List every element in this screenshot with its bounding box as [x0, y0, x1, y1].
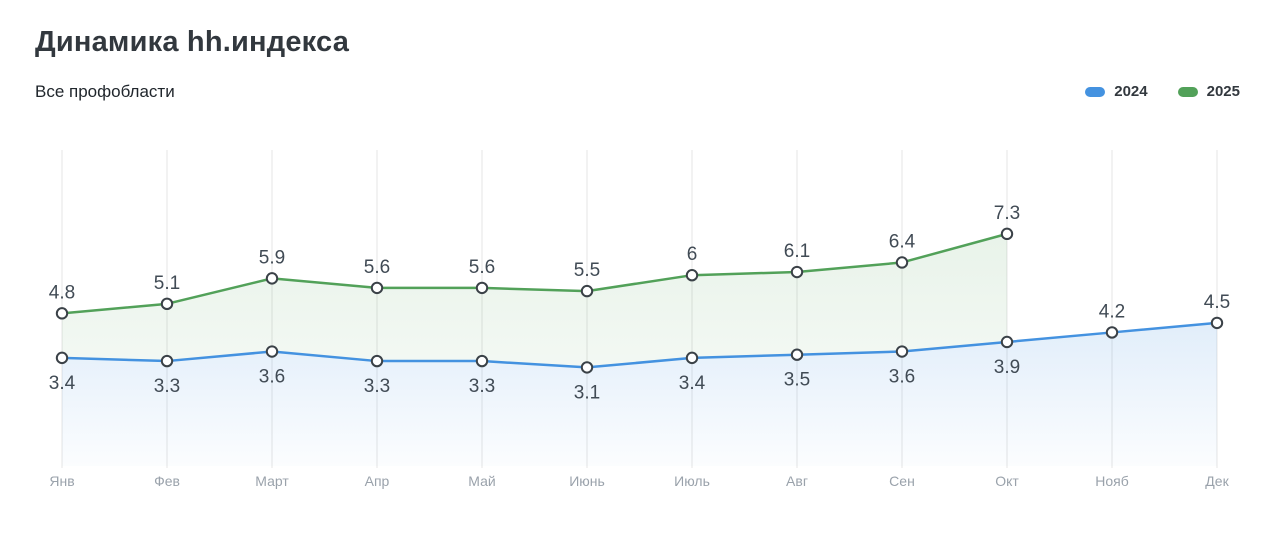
- data-point-2025-Июль[interactable]: [685, 269, 699, 282]
- data-label-2025-Май: 5.6: [469, 257, 495, 278]
- x-axis-label-Март: Март: [255, 473, 289, 489]
- data-point-2024-Июнь[interactable]: [580, 361, 594, 374]
- data-point-2025-Июнь[interactable]: [580, 284, 594, 298]
- data-label-2025-Март: 5.9: [259, 247, 285, 268]
- area-fill-2024: [62, 322, 1217, 466]
- legend-item-2025[interactable]: 2025: [1177, 83, 1240, 100]
- data-label-2024-Июнь: 3.1: [574, 382, 600, 403]
- data-point-2025-Апр[interactable]: [370, 281, 384, 295]
- data-point-markers: [55, 227, 1224, 374]
- x-axis-label-Июнь: Июнь: [569, 473, 605, 489]
- legend-swatch-2025-icon: [1177, 86, 1198, 97]
- data-labels: 3.4 3.3 3.6 3.3 3.3 3.1 3.4 3.5 3.6 3.9 4.2 4.5 4.8 5…: [49, 203, 1230, 404]
- series-line-2025: [61, 232, 1008, 315]
- data-label-2025-Окт: 7.3: [994, 203, 1020, 224]
- legend-label-2025: 2025: [1206, 83, 1240, 100]
- data-label-2024-Март: 3.6: [259, 367, 285, 388]
- x-axis-label-Дек: Дек: [1205, 473, 1229, 489]
- series-lines: [61, 232, 1218, 369]
- data-label-2024-Июль: 3.4: [679, 373, 706, 394]
- x-axis-label-Нояб: Нояб: [1095, 473, 1129, 489]
- data-point-2025-Март[interactable]: [265, 272, 279, 285]
- chart-legend: 2024 2025: [1085, 83, 1240, 100]
- x-axis-label-Фев: Фев: [154, 473, 180, 489]
- data-point-2024-Авг[interactable]: [790, 348, 804, 361]
- legend-swatch-2024-icon: [1085, 86, 1106, 97]
- data-label-2025-Янв: 4.8: [49, 282, 75, 303]
- area-fills: [62, 233, 1217, 466]
- data-label-2024-Нояб: 4.2: [1099, 301, 1125, 322]
- data-label-2024-Авг: 3.5: [784, 370, 810, 391]
- data-label-2024-Май: 3.3: [469, 376, 495, 397]
- data-point-2024-Май[interactable]: [475, 354, 489, 368]
- data-point-2024-Март[interactable]: [265, 345, 279, 358]
- data-point-2024-Янв[interactable]: [55, 351, 69, 365]
- x-axis-label-Июль: Июль: [674, 473, 710, 489]
- data-label-2025-Фев: 5.1: [154, 273, 180, 294]
- data-point-2024-Нояб[interactable]: [1105, 326, 1119, 339]
- x-axis-label-Сен: Сен: [889, 473, 915, 489]
- data-label-2025-Апр: 5.6: [364, 257, 390, 278]
- x-axis-label-Апр: Апр: [365, 473, 390, 489]
- data-label-2025-Июнь: 5.5: [574, 260, 600, 281]
- legend-label-2024: 2024: [1114, 83, 1148, 100]
- data-point-2025-Авг[interactable]: [790, 265, 804, 279]
- x-axis-label-Авг: Авг: [786, 473, 808, 489]
- page-subtitle: Все профобласти: [35, 82, 175, 101]
- x-axis: Янв Фев Март Апр Май Июнь Июль Авг Сен Окт Нояб Дек: [49, 473, 1229, 489]
- data-label-2024-Дек: 4.5: [1204, 292, 1230, 313]
- x-axis-label-Май: Май: [468, 473, 495, 489]
- data-point-2024-Дек[interactable]: [1210, 316, 1224, 330]
- data-label-2024-Фев: 3.3: [154, 376, 180, 397]
- area-fill-2025: [62, 233, 1007, 368]
- x-axis-label-Окт: Окт: [995, 473, 1019, 489]
- series-line-2024: [61, 321, 1218, 369]
- data-point-2024-Окт[interactable]: [1000, 335, 1014, 349]
- data-label-2024-Янв: 3.4: [49, 373, 76, 394]
- data-label-2024-Сен: 3.6: [889, 367, 915, 388]
- data-point-2024-Июль[interactable]: [685, 351, 699, 365]
- data-point-2025-Фев[interactable]: [160, 297, 174, 311]
- x-axis-label-Янв: Янв: [49, 473, 74, 489]
- data-label-2024-Апр: 3.3: [364, 376, 390, 397]
- data-point-2024-Апр[interactable]: [370, 354, 384, 368]
- data-point-2025-Сен[interactable]: [895, 256, 909, 269]
- data-label-2025-Сен: 6.4: [889, 231, 916, 252]
- legend-item-2024[interactable]: 2024: [1085, 83, 1148, 100]
- data-point-2024-Сен[interactable]: [895, 345, 909, 358]
- data-label-2024-Окт: 3.9: [994, 357, 1020, 378]
- data-point-2025-Май[interactable]: [475, 281, 489, 295]
- data-label-2025-Авг: 6.1: [784, 241, 810, 262]
- data-label-2025-Июль: 6: [687, 244, 698, 265]
- data-point-2025-Янв[interactable]: [55, 307, 69, 320]
- data-point-2024-Фев[interactable]: [160, 354, 174, 368]
- page-title: Динамика hh.индекса: [35, 26, 350, 58]
- data-point-2025-Окт[interactable]: [1000, 227, 1014, 241]
